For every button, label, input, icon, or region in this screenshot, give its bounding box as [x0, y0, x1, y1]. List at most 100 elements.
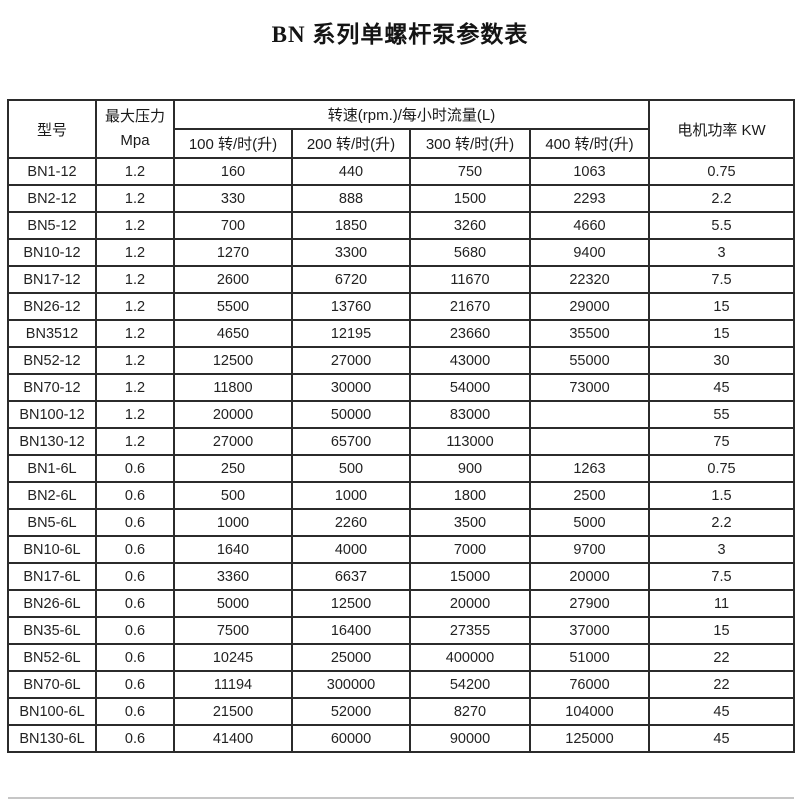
col-header-speed-400: 400 转/时(升) [529, 128, 650, 159]
table-row: BN2-6L 0.6 500 1000 1800 2500 1.5 [7, 481, 795, 510]
value-cell: 0.6 [95, 535, 175, 564]
value-cell: 22320 [529, 265, 650, 294]
value-cell: 51000 [529, 643, 650, 672]
model-cell: BN3512 [7, 319, 97, 348]
value-cell: 4650 [173, 319, 293, 348]
model-cell: BN130-12 [7, 427, 97, 456]
value-cell: 9700 [529, 535, 650, 564]
value-cell: 83000 [409, 400, 531, 429]
value-cell: 400000 [409, 643, 531, 672]
col-header-speed-300: 300 转/时(升) [409, 128, 531, 159]
value-cell: 13760 [291, 292, 411, 321]
value-cell: 15 [648, 616, 795, 645]
model-cell: BN100-6L [7, 697, 97, 726]
value-cell: 1.2 [95, 265, 175, 294]
value-cell: 30000 [291, 373, 411, 402]
value-cell: 55000 [529, 346, 650, 375]
value-cell: 5000 [173, 589, 293, 618]
value-cell: 5.5 [648, 211, 795, 240]
value-cell: 37000 [529, 616, 650, 645]
value-cell: 5000 [529, 508, 650, 537]
value-cell: 6720 [291, 265, 411, 294]
value-cell: 3300 [291, 238, 411, 267]
value-cell: 0.75 [648, 454, 795, 483]
table-row: BN1-6L 0.6 250 500 900 1263 0.75 [7, 454, 795, 483]
value-cell: 60000 [291, 724, 411, 753]
table-row: BN2-12 1.2 330 888 1500 2293 2.2 [7, 184, 795, 213]
value-cell: 1850 [291, 211, 411, 240]
table-row: BN70-12 1.2 11800 30000 54000 73000 45 [7, 373, 795, 402]
col-header-speed-100: 100 转/时(升) [173, 128, 293, 159]
value-cell: 27900 [529, 589, 650, 618]
value-cell: 0.6 [95, 697, 175, 726]
value-cell: 0.6 [95, 589, 175, 618]
value-cell: 250 [173, 454, 293, 483]
model-cell: BN26-6L [7, 589, 97, 618]
table-row: BN52-6L 0.6 10245 25000 400000 51000 22 [7, 643, 795, 672]
model-cell: BN5-6L [7, 508, 97, 537]
value-cell: 1.2 [95, 292, 175, 321]
col-header-model: 型号 [7, 99, 97, 159]
value-cell: 1.2 [95, 427, 175, 456]
value-cell: 900 [409, 454, 531, 483]
value-cell: 11670 [409, 265, 531, 294]
value-cell [529, 400, 650, 429]
model-cell: BN10-6L [7, 535, 97, 564]
value-cell: 500 [173, 481, 293, 510]
value-cell: 1063 [529, 157, 650, 186]
table-row: BN5-6L 0.6 1000 2260 3500 5000 2.2 [7, 508, 795, 537]
value-cell: 2293 [529, 184, 650, 213]
value-cell: 330 [173, 184, 293, 213]
table-row: BN5-12 1.2 700 1850 3260 4660 5.5 [7, 211, 795, 240]
value-cell: 2.2 [648, 508, 795, 537]
model-cell: BN2-6L [7, 481, 97, 510]
table-body: BN1-12 1.2 160 440 750 1063 0.75 BN2-12 1.2 330 88… [7, 157, 795, 753]
value-cell: 45 [648, 724, 795, 753]
value-cell: 15000 [409, 562, 531, 591]
value-cell: 125000 [529, 724, 650, 753]
pump-spec-table: 型号 最大压力 Mpa 转速(rpm.)/每小时流量(L) 电机功率 KW 10… [7, 99, 795, 753]
value-cell: 75 [648, 427, 795, 456]
value-cell: 12500 [173, 346, 293, 375]
value-cell: 27000 [173, 427, 293, 456]
value-cell: 3 [648, 535, 795, 564]
value-cell: 1263 [529, 454, 650, 483]
value-cell: 20000 [173, 400, 293, 429]
value-cell: 0.75 [648, 157, 795, 186]
table-row: BN10-12 1.2 1270 3300 5680 9400 3 [7, 238, 795, 267]
value-cell: 1000 [291, 481, 411, 510]
value-cell [529, 427, 650, 456]
table-row: BN100-6L 0.6 21500 52000 8270 104000 45 [7, 697, 795, 726]
model-cell: BN100-12 [7, 400, 97, 429]
table-header: 型号 最大压力 Mpa 转速(rpm.)/每小时流量(L) 电机功率 KW 10… [7, 99, 795, 159]
value-cell: 11800 [173, 373, 293, 402]
value-cell: 35500 [529, 319, 650, 348]
col-header-speed-flow-group: 转速(rpm.)/每小时流量(L) [173, 99, 650, 130]
value-cell: 5500 [173, 292, 293, 321]
table-row: BN10-6L 0.6 1640 4000 7000 9700 3 [7, 535, 795, 564]
value-cell: 0.6 [95, 616, 175, 645]
value-cell: 4000 [291, 535, 411, 564]
value-cell: 1.2 [95, 238, 175, 267]
value-cell: 29000 [529, 292, 650, 321]
value-cell: 25000 [291, 643, 411, 672]
value-cell: 750 [409, 157, 531, 186]
value-cell: 45 [648, 697, 795, 726]
value-cell: 73000 [529, 373, 650, 402]
value-cell: 2260 [291, 508, 411, 537]
col-header-max-pressure-label: 最大压力 [104, 108, 165, 125]
value-cell: 1.2 [95, 184, 175, 213]
value-cell: 300000 [291, 670, 411, 699]
value-cell: 15 [648, 319, 795, 348]
table-row: BN70-6L 0.6 11194 300000 54200 76000 22 [7, 670, 795, 699]
table-row: BN26-12 1.2 5500 13760 21670 29000 15 [7, 292, 795, 321]
table-row: BN130-6L 0.6 41400 60000 90000 125000 45 [7, 724, 795, 753]
model-cell: BN52-12 [7, 346, 97, 375]
value-cell: 3 [648, 238, 795, 267]
value-cell: 3360 [173, 562, 293, 591]
value-cell: 41400 [173, 724, 293, 753]
value-cell: 0.6 [95, 562, 175, 591]
model-cell: BN10-12 [7, 238, 97, 267]
value-cell: 90000 [409, 724, 531, 753]
value-cell: 30 [648, 346, 795, 375]
